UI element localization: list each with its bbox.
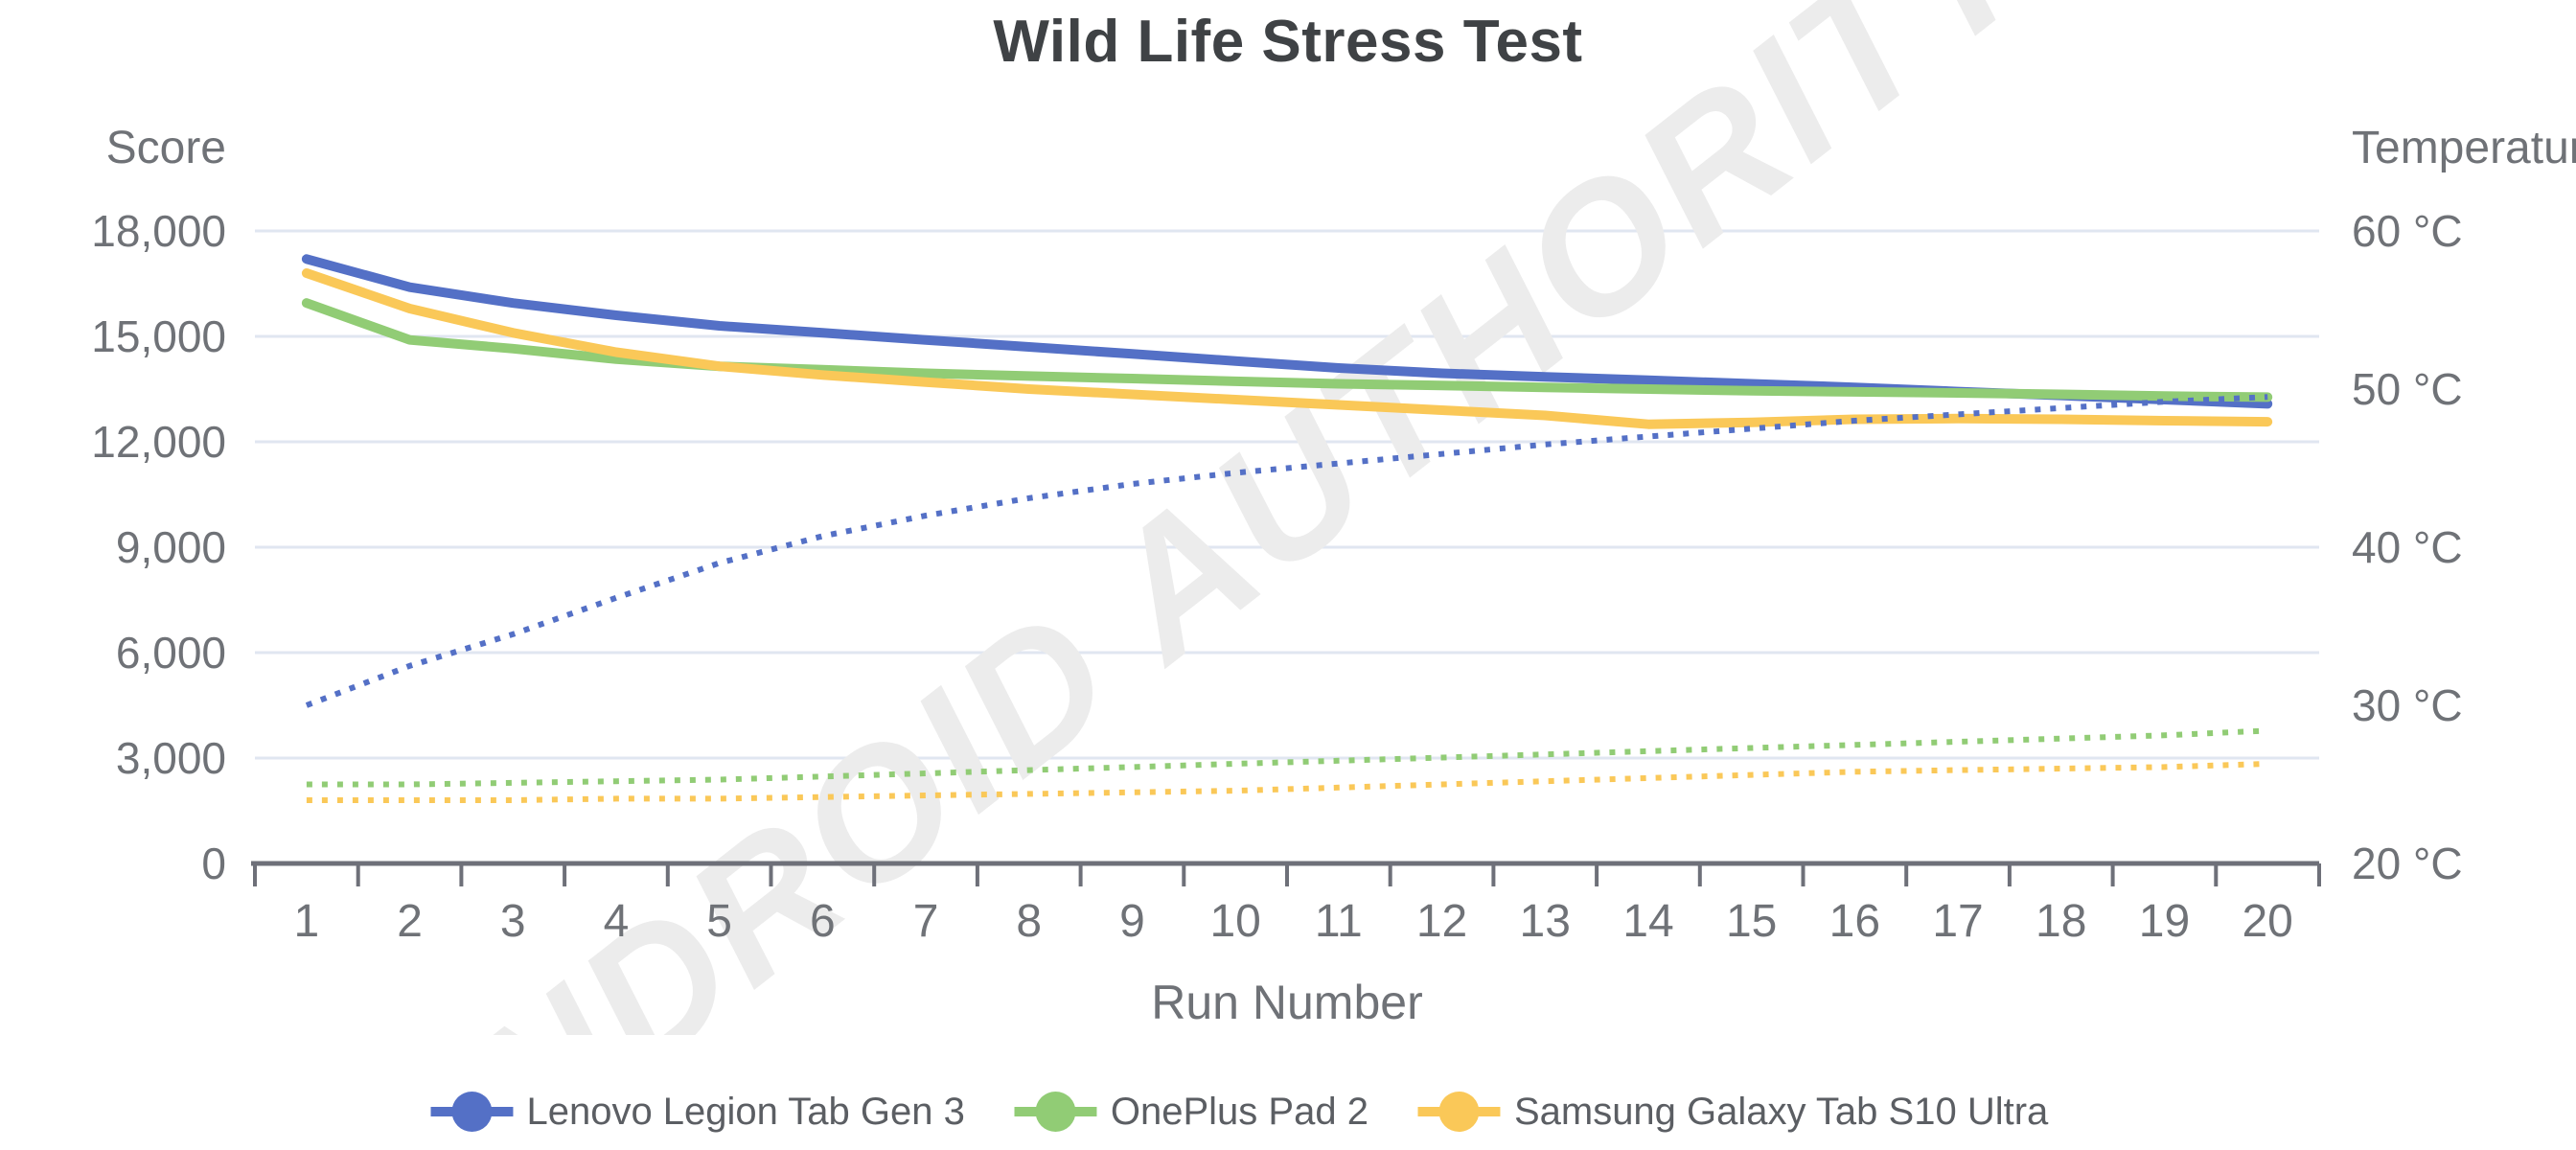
y-tick-label-left: 9,000 xyxy=(116,522,226,572)
x-tick-label: 7 xyxy=(913,896,939,947)
legend-item-lenovo[interactable]: Lenovo Legion Tab Gen 3 xyxy=(430,1089,965,1135)
legend-item-oneplus[interactable]: OnePlus Pad 2 xyxy=(1014,1089,1368,1135)
x-tick-label: 17 xyxy=(1932,896,1983,947)
legend: Lenovo Legion Tab Gen 3 OnePlus Pad 2 Sa… xyxy=(430,1089,2048,1135)
y-tick-label-right: 30 °C xyxy=(2352,680,2463,730)
x-tick-label: 2 xyxy=(397,896,423,947)
x-tick-label: 9 xyxy=(1119,896,1145,947)
y-tick-label-left: 12,000 xyxy=(91,417,226,467)
series-line-oneplus-temperature xyxy=(306,727,2268,788)
x-tick-label: 6 xyxy=(810,896,836,947)
legend-item-label: Lenovo Legion Tab Gen 3 xyxy=(526,1090,965,1133)
series-line-lenovo-temperature xyxy=(305,394,2268,708)
y-tick-label-left: 18,000 xyxy=(91,206,226,256)
x-tick-label: 16 xyxy=(1829,896,1880,947)
x-tick-label: 20 xyxy=(2242,896,2292,947)
y-tick-label-left: 6,000 xyxy=(116,628,226,678)
x-tick-label: 1 xyxy=(293,896,319,947)
x-tick-label: 19 xyxy=(2139,896,2190,947)
series-line-samsung-temperature xyxy=(306,761,2268,803)
left-axis-name: Score xyxy=(106,123,226,173)
y-tick-label-left: 0 xyxy=(201,839,226,888)
y-tick-label-left: 3,000 xyxy=(116,733,226,783)
y-tick-label-right: 60 °C xyxy=(2352,206,2463,256)
y-tick-label-right: 50 °C xyxy=(2352,364,2463,414)
chart-title: Wild Life Stress Test xyxy=(993,9,1583,75)
legend-item-label: Samsung Galaxy Tab S10 Ultra xyxy=(1513,1090,2049,1133)
y-tick-label-left: 15,000 xyxy=(91,311,226,361)
series-line-oneplus-score xyxy=(301,298,2273,402)
x-axis-title: Run Number xyxy=(1151,976,1422,1029)
legend-marker-icon xyxy=(430,1092,514,1132)
x-tick-label: 3 xyxy=(500,896,526,947)
x-tick-label: 15 xyxy=(1726,896,1777,947)
x-tick-label: 14 xyxy=(1622,896,1673,947)
x-tick-label: 10 xyxy=(1209,896,1260,947)
legend-item-samsung[interactable]: Samsung Galaxy Tab S10 Ultra xyxy=(1417,1089,2049,1135)
watermark-text: ANDROID AUTHORITY xyxy=(323,0,2076,1035)
plot-svg: ANDROID AUTHORITY 0 3,000 6,000 9,000 12,000 1… xyxy=(91,0,2576,1035)
legend-marker-icon xyxy=(1014,1092,1097,1132)
x-tick-label: 4 xyxy=(604,896,630,947)
series-line-samsung-score xyxy=(301,268,2273,429)
legend-marker-icon xyxy=(1417,1092,1501,1132)
y-tick-label-right: 40 °C xyxy=(2352,522,2463,572)
x-tick-label: 8 xyxy=(1016,896,1042,947)
y-tick-label-right: 20 °C xyxy=(2352,839,2463,888)
x-tick-label: 5 xyxy=(706,896,732,947)
x-tick-label: 13 xyxy=(1520,896,1571,947)
legend-item-label: OnePlus Pad 2 xyxy=(1110,1090,1368,1133)
right-axis-name: Temperature xyxy=(2352,123,2576,173)
x-tick-label: 12 xyxy=(1416,896,1467,947)
x-tick-label: 18 xyxy=(2036,896,2086,947)
x-tick-label: 11 xyxy=(1315,896,1363,947)
